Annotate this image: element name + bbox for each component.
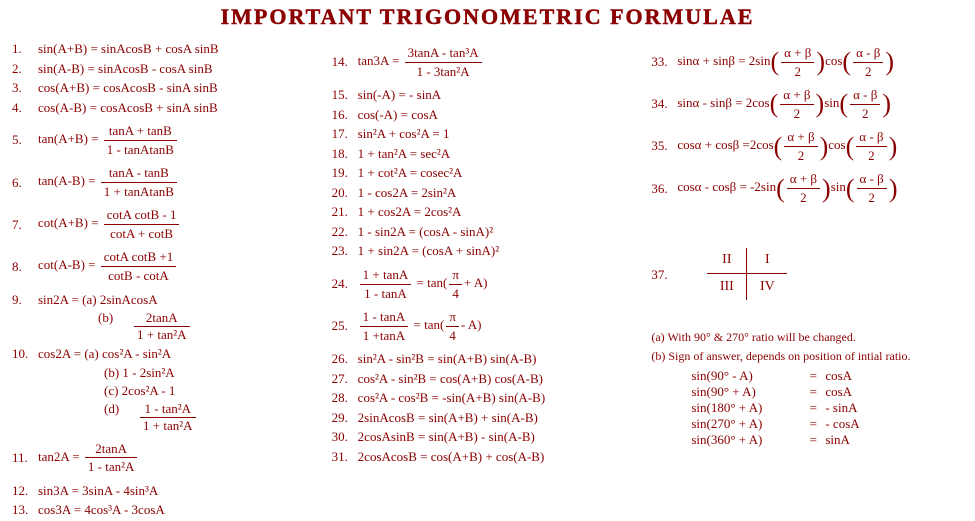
formula: tan(A-B) = tanA - tanB1 + tanAtanB <box>38 164 179 200</box>
item-number: 2. <box>12 60 38 78</box>
formula: 1 - tan²A1 + tan²A <box>140 401 196 434</box>
item-number: 8. <box>12 258 38 276</box>
item-number: 12. <box>12 482 38 500</box>
column-3: 33.sinα + sinβ = 2sinα + β2cosα - β2 34.… <box>647 38 967 521</box>
item-number: 23. <box>332 242 358 260</box>
item-number: 21. <box>332 203 358 221</box>
column-1: 1.sin(A+B) = sinAcosB + cosA sinB 2.sin(… <box>8 38 328 521</box>
item-number: 11. <box>12 449 38 467</box>
formula: cot(A+B) = cotA cotB - 1cotA + cotB <box>38 206 181 242</box>
item-number: 4. <box>12 99 38 117</box>
item-number: 3. <box>12 79 38 97</box>
formula: cos(A+B) = cosAcosB - sinA sinB <box>38 79 218 97</box>
page-title: IMPORTANT TRIGONOMETRIC FORMULAE <box>0 0 975 38</box>
formula: 1 + tan²A = sec²A <box>358 145 451 163</box>
formula: sinα + sinβ = 2sinα + β2cosα - β2 <box>677 44 894 80</box>
item-number: 34. <box>651 95 677 113</box>
formula: 2tanA1 + tan²A <box>134 310 190 343</box>
item-number: 26. <box>332 350 358 368</box>
item-number: 33. <box>651 53 677 71</box>
formula: 1 - cos2A = 2sin²A <box>358 184 457 202</box>
formula: 1 - tanA1 +tanA = tan(π4- A) <box>358 308 482 344</box>
item-number: 22. <box>332 223 358 241</box>
item-number: 30. <box>332 428 358 446</box>
ratio-table: sin(90° - A)=cosA sin(90° + A)=cosA sin(… <box>691 368 963 448</box>
formula: sin(-A) = - sinA <box>358 86 442 104</box>
formula: 1 + cos2A = 2cos²A <box>358 203 462 221</box>
note-a: (a) With 90° & 270° ratio will be change… <box>651 330 963 345</box>
item-number: 36. <box>651 180 677 198</box>
item-number: 13. <box>12 501 38 519</box>
item-number: 27. <box>332 370 358 388</box>
formula: sin²A - sin²B = sin(A+B) sin(A-B) <box>358 350 537 368</box>
item-number: 16. <box>332 106 358 124</box>
formula: 2sinAcosB = sin(A+B) + sin(A-B) <box>358 409 538 427</box>
item-number: 19. <box>332 164 358 182</box>
formula: cos2A = (a) cos²A - sin²A <box>38 345 171 363</box>
formula: sin²A + cos²A = 1 <box>358 125 450 143</box>
formula: (b) 1 - 2sin²A <box>104 365 175 381</box>
formula: sin(A-B) = sinAcosB - cosA sinB <box>38 60 213 78</box>
item-number: 5. <box>12 131 38 149</box>
formula: cos(A-B) = cosAcosB + sinA sinB <box>38 99 218 117</box>
formula: tan2A = 2tanA1 - tan²A <box>38 440 139 476</box>
formula: sin3A = 3sinA - 4sin³A <box>38 482 158 500</box>
item-number: 9. <box>12 291 38 309</box>
item-number: 14. <box>332 53 358 71</box>
formula: cos²A - sin²B = cos(A+B) cos(A-B) <box>358 370 543 388</box>
quadrant-diagram: III IIIIV <box>707 248 787 300</box>
formula: (c) 2cos²A - 1 <box>104 383 175 399</box>
item-number: 25. <box>332 317 358 335</box>
formula: sin(A+B) = sinAcosB + cosA sinB <box>38 40 219 58</box>
formula: sinα - sinβ = 2cosα + β2sinα - β2 <box>677 86 891 122</box>
formula: 1 + cot²A = cosec²A <box>358 164 463 182</box>
formula: 1 - sin2A = (cosA - sinA)² <box>358 223 493 241</box>
item-number: 18. <box>332 145 358 163</box>
formula: cot(A-B) = cotA cotB +1cotB - cotA <box>38 248 178 284</box>
sub-label: (d) <box>104 401 138 434</box>
item-number: 24. <box>332 275 358 293</box>
formula: tan(A+B) = tanA + tanB1 - tanAtanB <box>38 122 179 158</box>
item-number: 7. <box>12 216 38 234</box>
formula: sin2A = (a) 2sinAcosA <box>38 291 158 309</box>
item-number: 35. <box>651 137 677 155</box>
item-number: 31. <box>332 448 358 466</box>
note-b: (b) Sign of answer, depends on position … <box>651 349 963 364</box>
sub-label: (b) <box>98 310 132 343</box>
item-number: 17. <box>332 125 358 143</box>
formula: 2cosAcosB = cos(A+B) + cos(A-B) <box>358 448 545 466</box>
item-number: 28. <box>332 389 358 407</box>
formula-columns: 1.sin(A+B) = sinAcosB + cosA sinB 2.sin(… <box>0 38 975 521</box>
formula: 1 + tanA1 - tanA = tan(π4+ A) <box>358 266 488 302</box>
item-number: 1. <box>12 40 38 58</box>
formula: cosα - cosβ = -2sinα + β2sinα - β2 <box>677 170 897 206</box>
formula: cos(-A) = cosA <box>358 106 438 124</box>
item-number: 20. <box>332 184 358 202</box>
item-number: 29. <box>332 409 358 427</box>
item-number: 10. <box>12 345 38 363</box>
formula: cosα + cosβ =2cosα + β2cosα - β2 <box>677 128 897 164</box>
column-2: 14.tan3A = 3tanA - tan³A1 - 3tan²A 15.si… <box>328 38 648 521</box>
item-number: 6. <box>12 174 38 192</box>
formula: 2cosAsinB = sin(A+B) - sin(A-B) <box>358 428 535 446</box>
formula: tan3A = 3tanA - tan³A1 - 3tan²A <box>358 44 484 80</box>
item-number: 37. <box>651 266 677 284</box>
item-number: 15. <box>332 86 358 104</box>
formula: cos²A - cos²B = -sin(A+B) sin(A-B) <box>358 389 545 407</box>
formula: 1 + sin2A = (cosA + sinA)² <box>358 242 499 260</box>
formula: cos3A = 4cos³A - 3cosA <box>38 501 165 519</box>
